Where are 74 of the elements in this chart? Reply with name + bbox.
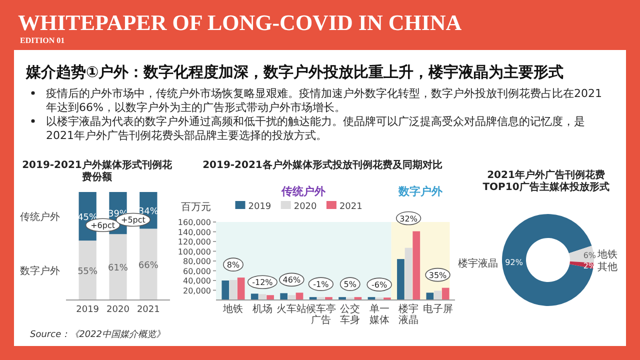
chart-title: 2019-2021各户外媒体形式投放刊例花费及同期对比 xyxy=(202,159,442,171)
text: 以楼宇液晶为代表的数字户外通过高频和低干扰的触达能力。使品牌可以广泛提高受众对品牌信息的记忆度，是2021年户外广告刊例花费头部品牌主要选择的投放方式。 xyxy=(46,115,585,142)
y-tick-label: 40,000 xyxy=(183,276,211,286)
bar xyxy=(250,294,258,300)
data-label: 55% xyxy=(78,266,98,277)
y-tick-label: 120,000 xyxy=(178,238,211,246)
x-tick-label: 2019 xyxy=(76,305,100,315)
x-tick-label: 2021 xyxy=(136,305,160,315)
annotation: +6pct xyxy=(90,221,115,230)
slice-label: 其他 xyxy=(598,260,618,273)
bar xyxy=(109,234,127,300)
annotation: 35% xyxy=(428,270,448,280)
x-tick-label: 地铁 xyxy=(222,303,244,315)
chart-title: 2019-2021户外媒体形式刊例花费份额 xyxy=(22,159,173,183)
data-label: 6% xyxy=(583,250,596,260)
y-tick-label: 160,000 xyxy=(178,218,211,227)
annotation: 8% xyxy=(226,260,240,270)
bar xyxy=(78,240,96,300)
x-tick-label: 候车亭广告 xyxy=(306,303,336,326)
slice-label: 楼宇液晶 xyxy=(458,258,498,270)
bar xyxy=(397,259,404,300)
band-label: 数字户外 xyxy=(398,185,444,198)
x-tick-label: 机场 xyxy=(252,303,272,315)
data-label: 34% xyxy=(138,206,159,217)
y-tick-label: 80,000 xyxy=(183,257,211,266)
source-note: Source：《2022中国媒介概览》 xyxy=(30,329,166,340)
text: 媒介趋势①户外：数字化程度加深，数字户外投放比重上升，楼宇液晶为主要形式 xyxy=(25,63,564,81)
text: WHITEPAPER OF LONG-COVID IN CHINA xyxy=(18,10,462,35)
annotation: 5% xyxy=(344,280,357,290)
bar xyxy=(266,295,274,300)
annotation: +5pct xyxy=(121,216,146,225)
donut-slice xyxy=(502,214,594,306)
bar xyxy=(426,292,434,300)
data-label: 61% xyxy=(108,264,128,274)
text: 疫情后的户外市场中，传统户外市场恢复略显艰难。疫情加速户外数字化转型，数字户外投放刊例花费占比在2021年达到66%，以数字户外为主的广告形式带动户外市场增长。 xyxy=(46,87,602,114)
y-tick-label: 100,000 xyxy=(178,247,211,256)
bar xyxy=(442,288,450,300)
band-label: 传统户外 xyxy=(280,185,327,198)
legend-label: 2020 xyxy=(294,202,318,212)
x-tick-label: 火车站 xyxy=(276,303,307,315)
y-axis-title: 百万元 xyxy=(181,202,211,213)
annotation: 32% xyxy=(400,214,418,224)
x-tick-label: 楼宇液晶 xyxy=(398,303,419,326)
annotation: -12% xyxy=(252,278,274,288)
legend-label: 2019 xyxy=(248,202,272,212)
bar xyxy=(404,248,412,300)
x-tick-label: 电子屏 xyxy=(422,303,453,315)
bar xyxy=(237,278,245,300)
x-tick-label: 2020 xyxy=(106,305,130,315)
x-tick-label: 单一媒体 xyxy=(369,303,390,326)
bar xyxy=(296,292,304,300)
y-tick-label: 60,000 xyxy=(183,266,211,276)
bar xyxy=(280,293,288,300)
text: EDITION 01 xyxy=(20,36,65,45)
x-tick-label: 公交车身 xyxy=(340,303,360,326)
bar xyxy=(222,280,230,300)
data-label: 66% xyxy=(138,260,159,271)
series-label: 传统户外 xyxy=(20,210,60,223)
data-label: 92% xyxy=(505,258,524,268)
bar xyxy=(258,294,266,300)
bar xyxy=(412,231,420,300)
annotation: -1% xyxy=(313,280,330,290)
y-tick-label: 140,000 xyxy=(178,228,211,237)
chart-title: 2021年户外广告刊例花费 TOP10广告主媒体投放形式 xyxy=(482,169,610,193)
y-tick-label: 20,000 xyxy=(183,286,211,296)
bar xyxy=(288,295,296,300)
annotation: -6% xyxy=(372,280,388,290)
series-label: 数字户外 xyxy=(20,264,60,277)
annotation: 46% xyxy=(282,276,301,285)
bar xyxy=(434,290,442,300)
legend-label: 2021 xyxy=(339,202,362,212)
bar xyxy=(140,228,158,300)
bar xyxy=(230,280,237,300)
slice-label: 地铁 xyxy=(596,248,618,260)
